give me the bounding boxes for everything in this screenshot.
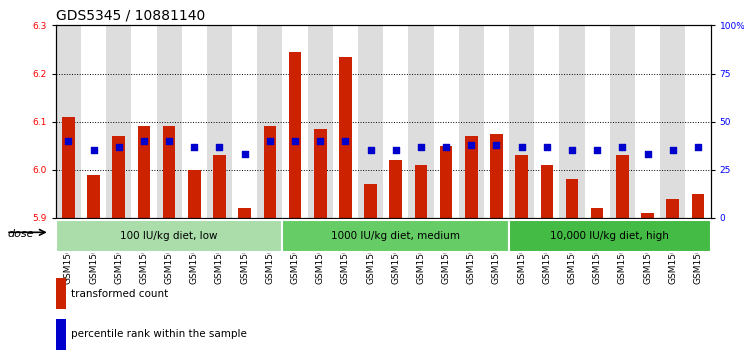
- Bar: [182, 25, 207, 218]
- Text: percentile rank within the sample: percentile rank within the sample: [71, 329, 246, 339]
- Point: [541, 144, 553, 150]
- Bar: [307, 25, 333, 218]
- Bar: [106, 25, 132, 218]
- Bar: [81, 25, 106, 218]
- Point: [163, 138, 175, 144]
- Bar: [389, 160, 402, 218]
- Text: 10,000 IU/kg diet, high: 10,000 IU/kg diet, high: [551, 231, 670, 241]
- Bar: [62, 117, 74, 218]
- Bar: [138, 126, 150, 218]
- Bar: [188, 170, 201, 218]
- Bar: [238, 208, 251, 218]
- Point: [692, 144, 704, 150]
- Point: [641, 151, 653, 157]
- Bar: [459, 25, 484, 218]
- Bar: [440, 146, 452, 218]
- Bar: [559, 25, 585, 218]
- Point: [138, 138, 150, 144]
- Bar: [56, 220, 283, 252]
- Point: [264, 138, 276, 144]
- Bar: [585, 25, 610, 218]
- Point: [314, 138, 326, 144]
- Bar: [484, 25, 509, 218]
- Bar: [692, 194, 705, 218]
- Point: [188, 144, 200, 150]
- Bar: [408, 25, 434, 218]
- Text: 100 IU/kg diet, low: 100 IU/kg diet, low: [121, 231, 218, 241]
- Bar: [132, 25, 156, 218]
- Point: [566, 148, 578, 154]
- Bar: [365, 184, 377, 218]
- Bar: [434, 25, 459, 218]
- Point: [339, 138, 351, 144]
- Bar: [565, 179, 578, 218]
- Point: [516, 144, 527, 150]
- Point: [62, 138, 74, 144]
- Point: [88, 148, 100, 154]
- Bar: [283, 220, 509, 252]
- Point: [239, 151, 251, 157]
- Point: [289, 138, 301, 144]
- Bar: [339, 57, 352, 218]
- Point: [365, 148, 376, 154]
- Bar: [358, 25, 383, 218]
- Point: [390, 148, 402, 154]
- Text: GDS5345 / 10881140: GDS5345 / 10881140: [56, 9, 205, 23]
- Point: [667, 148, 679, 154]
- Point: [490, 142, 502, 148]
- Bar: [232, 25, 257, 218]
- Bar: [641, 213, 654, 218]
- Text: 1000 IU/kg diet, medium: 1000 IU/kg diet, medium: [331, 231, 461, 241]
- Bar: [635, 25, 660, 218]
- Bar: [257, 25, 283, 218]
- Bar: [414, 165, 427, 218]
- Bar: [541, 165, 553, 218]
- Point: [465, 142, 477, 148]
- Bar: [156, 25, 182, 218]
- Bar: [465, 136, 478, 218]
- Text: transformed count: transformed count: [71, 289, 168, 299]
- Bar: [383, 25, 408, 218]
- Bar: [207, 25, 232, 218]
- Bar: [509, 220, 711, 252]
- Bar: [163, 126, 176, 218]
- Bar: [591, 208, 603, 218]
- Bar: [56, 319, 65, 350]
- Text: dose: dose: [7, 229, 34, 239]
- Bar: [610, 25, 635, 218]
- Bar: [214, 155, 225, 218]
- Bar: [263, 126, 276, 218]
- Bar: [509, 25, 534, 218]
- Bar: [667, 199, 679, 218]
- Bar: [685, 25, 711, 218]
- Point: [214, 144, 225, 150]
- Point: [591, 148, 603, 154]
- Bar: [56, 25, 81, 218]
- Bar: [314, 129, 327, 218]
- Bar: [333, 25, 358, 218]
- Bar: [283, 25, 307, 218]
- Bar: [289, 52, 301, 218]
- Bar: [616, 155, 629, 218]
- Bar: [56, 278, 65, 309]
- Bar: [516, 155, 528, 218]
- Bar: [490, 134, 503, 218]
- Point: [440, 144, 452, 150]
- Bar: [660, 25, 685, 218]
- Point: [113, 144, 125, 150]
- Point: [415, 144, 427, 150]
- Point: [617, 144, 629, 150]
- Bar: [534, 25, 559, 218]
- Bar: [112, 136, 125, 218]
- Bar: [87, 175, 100, 218]
